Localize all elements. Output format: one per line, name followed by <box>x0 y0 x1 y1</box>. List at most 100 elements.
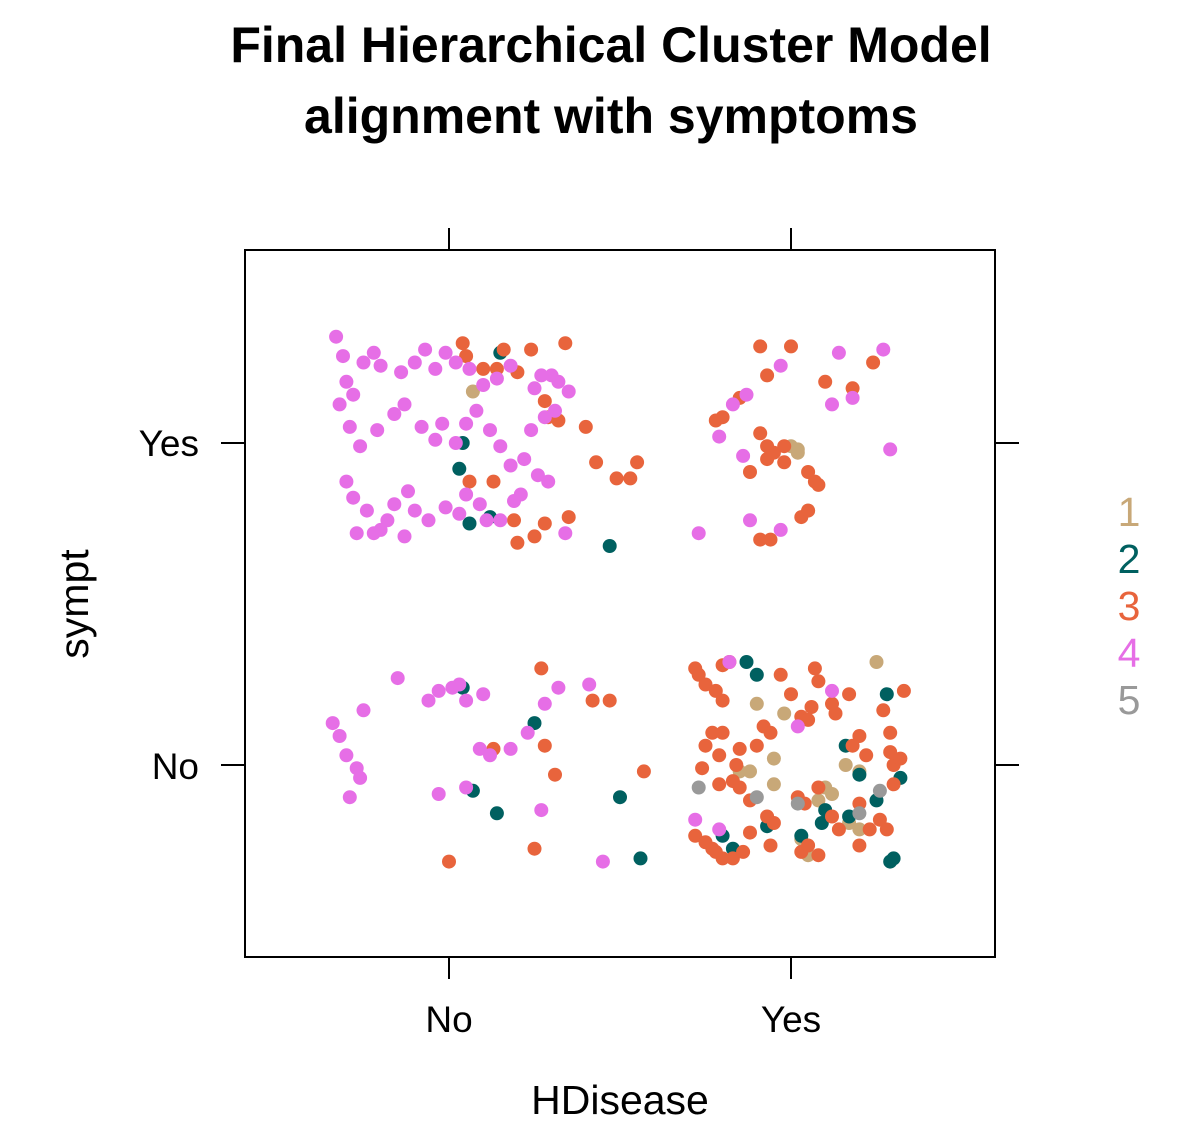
data-point-cluster-4 <box>448 436 463 450</box>
data-point-cluster-1 <box>749 696 764 711</box>
data-point-cluster-3 <box>896 683 911 698</box>
data-point-cluster-4 <box>517 452 532 467</box>
data-point-cluster-3 <box>818 374 833 389</box>
data-point-cluster-4 <box>329 329 344 344</box>
data-point-cluster-4 <box>459 780 474 795</box>
data-point-cluster-1 <box>852 822 867 837</box>
data-point-cluster-4 <box>339 474 354 489</box>
data-point-cluster-4 <box>431 683 446 698</box>
data-point-cluster-4 <box>370 423 385 438</box>
data-point-cluster-1 <box>743 764 757 779</box>
data-point-cluster-3 <box>852 838 867 853</box>
data-point-cluster-4 <box>390 671 405 686</box>
data-point-cluster-4 <box>845 390 860 405</box>
data-point-cluster-4 <box>712 429 727 444</box>
legend-entry-2: 2 <box>1118 536 1141 582</box>
data-point-cluster-4 <box>476 378 491 392</box>
data-point-cluster-4 <box>346 490 361 505</box>
data-point-cluster-2 <box>749 667 764 682</box>
data-point-cluster-3 <box>852 796 867 811</box>
data-point-cluster-3 <box>866 355 881 370</box>
data-point-cluster-3 <box>883 725 898 740</box>
data-point-cluster-3 <box>476 361 491 376</box>
data-point-cluster-3 <box>725 851 740 866</box>
data-point-cluster-3 <box>708 683 723 698</box>
data-point-cluster-4 <box>551 374 566 389</box>
data-point-cluster-3 <box>732 780 747 795</box>
data-point-cluster-1 <box>869 655 884 669</box>
data-point-cluster-5 <box>790 796 805 811</box>
data-point-cluster-4 <box>876 342 891 357</box>
data-point-cluster-4 <box>459 487 474 502</box>
data-point-cluster-4 <box>688 812 703 827</box>
data-point-cluster-3 <box>455 336 470 351</box>
data-point-cluster-4 <box>883 442 898 457</box>
data-point-cluster-1 <box>825 787 839 801</box>
data-point-cluster-3 <box>561 510 576 525</box>
data-point-cluster-4 <box>339 374 354 389</box>
data-point-cluster-4 <box>349 526 364 541</box>
data-point-cluster-5 <box>852 806 867 821</box>
legend-entry-5: 5 <box>1118 677 1141 723</box>
data-point-cluster-2 <box>452 461 467 476</box>
data-point-cluster-4 <box>356 355 371 370</box>
data-point-cluster-3 <box>801 503 816 518</box>
data-point-cluster-4 <box>438 345 453 360</box>
data-point-cluster-3 <box>811 780 826 795</box>
data-point-cluster-4 <box>537 410 552 425</box>
data-point-cluster-3 <box>828 706 843 721</box>
data-point-cluster-3 <box>527 529 542 544</box>
data-point-cluster-4 <box>428 361 443 376</box>
data-point-cluster-3 <box>729 758 744 772</box>
data-point-cluster-4 <box>736 448 751 463</box>
data-point-cluster-3 <box>804 700 819 714</box>
data-point-cluster-4 <box>407 503 422 518</box>
data-point-cluster-4 <box>353 770 368 785</box>
data-point-cluster-1 <box>465 384 480 399</box>
data-point-cluster-3 <box>736 844 751 859</box>
data-point-cluster-3 <box>688 828 703 843</box>
data-point-cluster-4 <box>462 361 477 376</box>
data-point-cluster-4 <box>541 474 556 489</box>
data-point-cluster-4 <box>527 381 542 396</box>
data-point-cluster-4 <box>503 358 518 373</box>
data-point-cluster-3 <box>760 439 775 454</box>
data-point-cluster-3 <box>811 674 826 689</box>
data-point-cluster-4 <box>336 349 350 364</box>
data-point-cluster-4 <box>407 355 422 370</box>
data-point-cluster-4 <box>551 680 566 695</box>
data-point-cluster-3 <box>801 712 816 727</box>
data-point-cluster-4 <box>476 687 491 702</box>
data-point-cluster-4 <box>595 854 610 869</box>
data-point-cluster-3 <box>698 738 713 753</box>
data-point-cluster-4 <box>397 397 412 412</box>
data-point-cluster-4 <box>356 703 371 718</box>
data-point-cluster-3 <box>715 410 730 425</box>
data-point-cluster-4 <box>534 368 549 383</box>
data-point-cluster-4 <box>825 683 839 698</box>
data-point-cluster-3 <box>811 477 826 492</box>
data-point-cluster-4 <box>493 513 508 528</box>
data-point-cluster-4 <box>401 484 415 499</box>
data-point-cluster-4 <box>353 439 368 454</box>
data-point-cluster-1 <box>811 793 826 808</box>
data-point-cluster-3 <box>852 729 867 743</box>
data-point-cluster-3 <box>753 426 768 441</box>
data-point-cluster-3 <box>524 342 539 357</box>
data-point-cluster-5 <box>872 783 887 798</box>
data-point-cluster-3 <box>712 777 727 792</box>
data-point-cluster-3 <box>623 471 638 486</box>
data-point-cluster-4 <box>825 397 839 412</box>
data-point-cluster-3 <box>558 336 573 351</box>
data-point-cluster-4 <box>459 693 474 708</box>
data-point-cluster-2 <box>886 851 901 866</box>
data-point-cluster-4 <box>483 423 497 438</box>
data-point-cluster-4 <box>725 397 740 412</box>
data-point-cluster-4 <box>691 526 706 541</box>
data-point-cluster-2 <box>462 516 477 531</box>
data-point-cluster-3 <box>763 725 778 740</box>
data-point-cluster-4 <box>438 500 453 515</box>
data-point-cluster-3 <box>807 661 822 676</box>
data-point-cluster-3 <box>743 825 757 840</box>
